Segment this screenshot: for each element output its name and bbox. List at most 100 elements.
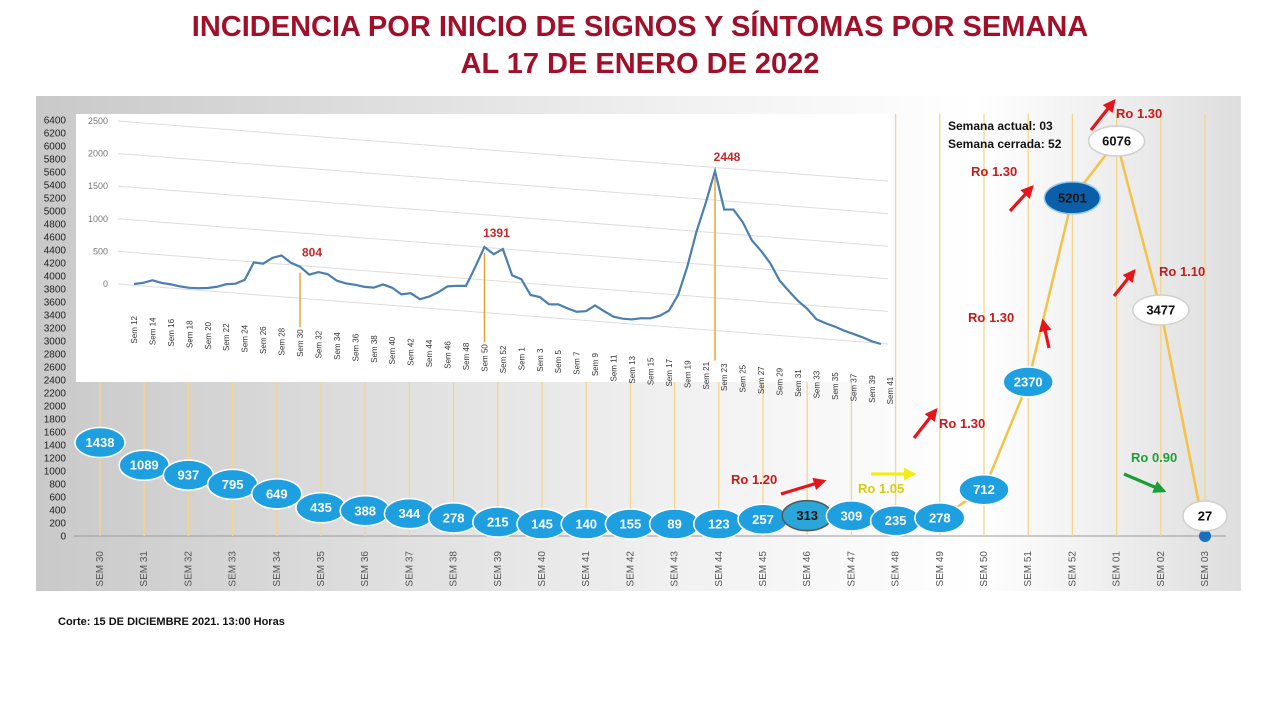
data-label: 3477 — [1146, 302, 1175, 317]
data-label: 2370 — [1014, 374, 1043, 389]
data-label: 1438 — [86, 435, 115, 450]
inset-x-tick-label: Sem 30 — [296, 329, 305, 357]
inset-x-tick-label: Sem 39 — [868, 375, 877, 403]
week-info-text: Semana cerrada: 52 — [948, 137, 1062, 151]
week-info-text: Semana actual: 03 — [948, 119, 1053, 133]
x-tick-label: SEM 35 — [316, 551, 327, 587]
inset-gridline — [117, 185, 889, 247]
inset-y-tick-label: 0 — [103, 279, 108, 289]
x-tick-label: SEM 40 — [537, 551, 548, 587]
y-tick-label: 3200 — [44, 324, 67, 335]
inset-x-tick-label: Sem 13 — [628, 355, 637, 383]
x-tick-label: SEM 42 — [625, 551, 636, 587]
data-point-bubble — [1132, 294, 1190, 326]
inset-x-tick-label: Sem 42 — [407, 338, 416, 366]
inset-y-tick-label: 1500 — [88, 181, 108, 191]
inset-x-tick-label: Sem 17 — [665, 358, 674, 386]
data-label: 309 — [841, 508, 863, 523]
ro-arrow — [1112, 269, 1136, 297]
x-tick-label: SEM 01 — [1112, 551, 1123, 587]
inset-x-tick-label: Sem 23 — [720, 363, 729, 391]
ro-label: Ro 0.90 — [1131, 450, 1177, 465]
inset-x-tick-label: Sem 20 — [204, 321, 213, 349]
y-tick-label: 5400 — [44, 181, 67, 192]
inset-peak-label: 1391 — [483, 226, 510, 240]
x-tick-label: SEM 48 — [891, 551, 902, 587]
inset-x-tick-label: Sem 1 — [517, 347, 526, 371]
inset-x-tick-label: Sem 32 — [314, 330, 323, 358]
x-tick-label: SEM 46 — [802, 551, 813, 587]
inset-x-tick-label: Sem 33 — [812, 370, 821, 398]
inset-x-tick-label: Sem 27 — [757, 366, 766, 394]
cutoff-footnote: Corte: 15 DE DICIEMBRE 2021. 13:00 Horas — [58, 616, 285, 628]
inset-x-tick-label: Sem 9 — [591, 352, 600, 376]
inset-x-tick-label: Sem 19 — [683, 360, 692, 388]
inset-gridline — [117, 120, 889, 182]
inset-x-tick-label: Sem 46 — [444, 341, 453, 369]
data-label: 6076 — [1102, 134, 1131, 149]
inset-x-tick-label: Sem 35 — [831, 372, 840, 400]
ro-label: Ro 1.30 — [1116, 106, 1162, 121]
data-point-bubble — [1182, 500, 1228, 532]
ro-arrow — [1038, 318, 1052, 349]
inset-x-tick-label: Sem 34 — [333, 332, 342, 360]
data-point-bubble — [1087, 125, 1146, 157]
x-tick-label: SEM 37 — [404, 551, 415, 587]
ro-arrow — [780, 477, 827, 496]
x-tick-label: SEM 03 — [1200, 551, 1211, 587]
x-tick-label: SEM 41 — [581, 551, 592, 587]
y-tick-label: 5200 — [44, 194, 67, 205]
inset-x-tick-label: Sem 29 — [776, 367, 785, 395]
inset-series-line — [133, 166, 882, 346]
ro-label: Ro 1.30 — [968, 310, 1014, 325]
data-label: 140 — [575, 517, 597, 532]
x-tick-label: SEM 45 — [758, 551, 769, 587]
y-tick-label: 2800 — [44, 350, 67, 361]
inset-x-tick-label: Sem 25 — [739, 364, 748, 392]
inset-gridline — [117, 153, 889, 215]
inset-x-tick-label: Sem 5 — [554, 350, 563, 374]
y-tick-label: 1000 — [44, 467, 67, 478]
data-label: 278 — [443, 510, 465, 525]
inset-x-tick-label: Sem 7 — [573, 351, 582, 375]
inset-x-tick-label: Sem 14 — [148, 317, 157, 345]
inset-x-tick-label: Sem 48 — [462, 342, 471, 370]
y-tick-label: 1400 — [44, 441, 67, 452]
x-tick-label: SEM 30 — [95, 551, 106, 587]
main-chart-svg: 0200400600800100012001400160018002000220… — [36, 96, 1241, 591]
data-label: 344 — [399, 506, 421, 521]
ro-label: Ro 1.30 — [971, 164, 1017, 179]
inset-x-tick-label: Sem 15 — [646, 357, 655, 385]
data-label: 313 — [796, 508, 818, 523]
data-point-bubble — [958, 473, 1010, 506]
ro-arrow — [1089, 98, 1116, 131]
data-point-bubble — [74, 426, 126, 459]
data-label: 155 — [620, 517, 642, 532]
ro-label: Ro 1.30 — [939, 416, 985, 431]
inset-x-tick-label: Sem 50 — [480, 344, 489, 372]
inset-y-tick-label: 2500 — [88, 116, 108, 126]
inset-peak-label: 2448 — [714, 150, 741, 164]
inset-x-tick-label: Sem 37 — [849, 373, 858, 401]
x-tick-label: SEM 02 — [1156, 551, 1167, 587]
inset-x-tick-label: Sem 11 — [610, 354, 619, 382]
y-tick-label: 600 — [49, 493, 66, 504]
page-title-line-2: AL 17 DE ENERO DE 2022 — [460, 48, 820, 80]
inset-x-tick-label: Sem 3 — [536, 348, 545, 372]
ro-arrow — [912, 407, 938, 439]
ro-arrow — [1008, 185, 1034, 213]
x-tick-label: SEM 31 — [139, 551, 150, 587]
data-label: 388 — [354, 503, 376, 518]
x-tick-label: SEM 52 — [1067, 551, 1078, 587]
data-label: 145 — [531, 517, 553, 532]
inset-y-tick-label: 500 — [93, 246, 108, 256]
y-tick-label: 2600 — [44, 363, 67, 374]
data-label: 27 — [1198, 509, 1212, 524]
inset-chart: 0 500 1000 1500 2000 2500 Sem 12 Sem 14 Sem 16 Se… — [76, 114, 895, 404]
data-point-bubble — [251, 478, 303, 510]
inset-x-tick-label: Sem 44 — [425, 339, 434, 367]
page-title-line-1: INCIDENCIA POR INICIO DE SIGNOS Y SÍNTOM… — [191, 11, 1089, 43]
inset-x-tick-label: Sem 36 — [351, 333, 360, 361]
y-tick-label: 3400 — [44, 311, 67, 322]
inset-x-tick-label: Sem 40 — [388, 336, 397, 364]
